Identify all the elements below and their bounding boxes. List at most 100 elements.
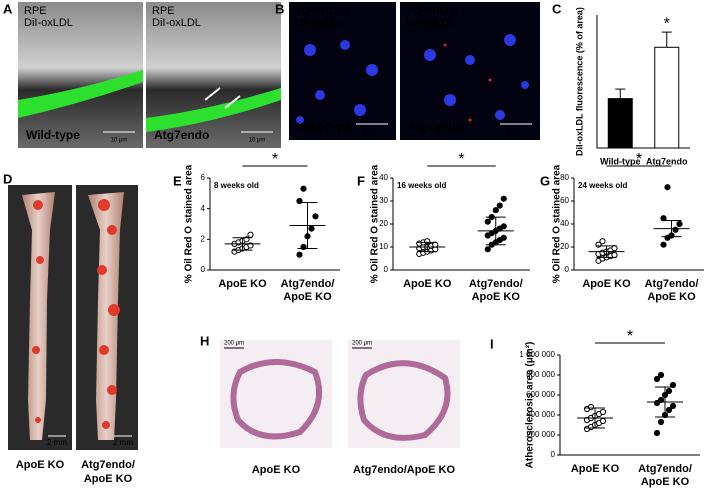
- channel-label: DiI-oxLDL: [24, 17, 73, 29]
- y-axis-label: DiI-oxLDL fluorescence (% of area): [574, 7, 584, 156]
- axis: [392, 178, 530, 271]
- y-axis-label: % Oil Red O stained area: [370, 164, 381, 283]
- x-tick-label: Atg7endo/: [638, 463, 692, 475]
- y-tick-label: 80: [560, 173, 569, 182]
- data-point: [665, 387, 673, 395]
- y-tick-label: 0: [201, 265, 206, 274]
- channel-label: RPE: [24, 5, 47, 17]
- image-caption: ApoE KO: [84, 473, 133, 485]
- chart-title: 24 weeks old: [578, 181, 627, 190]
- bar: [607, 98, 633, 149]
- image-h-right: [348, 340, 460, 448]
- y-axis-label: Atherosclerosis area (μm²): [525, 342, 536, 469]
- data-point: [599, 408, 607, 416]
- image-caption: Atg7endo: [154, 128, 209, 142]
- data-point: [312, 213, 319, 220]
- y-tick-label: 30: [379, 196, 388, 205]
- panel-letter: H: [200, 333, 209, 348]
- x-tick-label: ApoE KO: [403, 278, 452, 290]
- x-tick-label: Atg7endo/: [469, 278, 523, 290]
- image-d-left: [8, 185, 72, 450]
- x-tick-label: Atg7endo/: [281, 278, 335, 290]
- y-tick-label: 200 000: [526, 430, 555, 439]
- image-b-left: [289, 2, 396, 140]
- panel-letter: D: [3, 171, 12, 186]
- y-tick-label: 600 000: [526, 390, 555, 399]
- y-tick-label: 40: [379, 173, 388, 182]
- bar: [654, 46, 680, 149]
- x-tick-label: ApoE KO: [218, 278, 267, 290]
- scale-label: 10 μm: [111, 138, 128, 144]
- x-tick-label: ApoE KO: [582, 278, 631, 290]
- data-point: [484, 218, 491, 225]
- panel-letter: F: [357, 173, 365, 188]
- scale-label: 20 μm: [364, 130, 381, 136]
- data-point: [587, 403, 595, 411]
- data-point: [669, 402, 677, 410]
- data-point: [484, 246, 491, 253]
- data-point: [492, 207, 499, 214]
- image-caption: Atg7endo/: [81, 459, 135, 471]
- y-tick-label: 0: [551, 450, 556, 459]
- significance: *: [636, 151, 642, 168]
- y-tick-label: 2: [201, 234, 206, 243]
- data-point: [657, 371, 665, 379]
- data-point: [653, 375, 661, 383]
- y-tick-label: 800 000: [526, 370, 555, 379]
- data-point: [653, 429, 661, 437]
- image-a-left: [18, 2, 143, 148]
- channel-label: RPE: [152, 5, 175, 17]
- data-point: [500, 195, 507, 202]
- y-tick-label: 10: [379, 242, 388, 251]
- image-b-right: [400, 2, 540, 140]
- data-point: [660, 241, 667, 248]
- channel-label: DiI-oxLDL: [406, 17, 455, 29]
- chart-title: 16 weeks old: [397, 181, 446, 190]
- data-point: [672, 226, 679, 233]
- panel-letter: A: [3, 1, 13, 16]
- chart-title: 8 weeks old: [214, 181, 259, 190]
- y-tick-label: 20: [379, 219, 388, 228]
- image-caption: Wild-type: [26, 128, 80, 142]
- y-axis-label: % Oil Red O stained area: [184, 164, 195, 283]
- data-point: [664, 184, 671, 191]
- x-tick-label: ApoE KO: [641, 476, 690, 488]
- axis: [573, 178, 704, 271]
- data-point: [676, 220, 683, 228]
- channel-label: TO-PRO-3: [295, 5, 347, 17]
- y-axis-label: % Oil Red O stained area: [552, 164, 563, 283]
- x-tick-label: ApoE KO: [647, 291, 696, 303]
- data-point: [496, 202, 503, 209]
- image-a-right: [146, 2, 281, 148]
- axis: [559, 355, 700, 456]
- channel-label: DiI-oxLDL: [152, 17, 201, 29]
- scale-label: 200 μm: [224, 341, 244, 347]
- data-point: [599, 417, 607, 425]
- data-point: [247, 231, 254, 238]
- scale-label: 2 mm: [47, 438, 67, 447]
- channel-label: DiI-oxLDL: [295, 17, 344, 29]
- y-tick-label: 20: [560, 242, 569, 251]
- significance: *: [272, 151, 278, 168]
- data-point: [500, 223, 507, 230]
- panel-letter: B: [275, 1, 284, 16]
- data-point: [296, 251, 303, 258]
- data-point: [657, 418, 665, 426]
- significance: *: [458, 151, 464, 168]
- channel-label: TO-PRO-3: [406, 5, 458, 17]
- image-h-left: [220, 340, 332, 448]
- significance: *: [627, 328, 633, 345]
- data-point: [657, 396, 665, 404]
- panel-letter: C: [552, 1, 562, 16]
- axis: [209, 178, 340, 271]
- y-tick-label: 1 000 000: [519, 350, 555, 359]
- y-tick-label: 6: [201, 173, 206, 182]
- x-tick-label: ApoE KO: [472, 291, 521, 303]
- scale-label: 10 μm: [249, 138, 266, 144]
- x-tick-label: Atg7endo: [646, 156, 688, 166]
- data-point: [300, 185, 307, 192]
- image-d-right: [76, 185, 138, 450]
- image-caption: ApoE KO: [16, 459, 65, 471]
- panel-letter: G: [540, 173, 550, 188]
